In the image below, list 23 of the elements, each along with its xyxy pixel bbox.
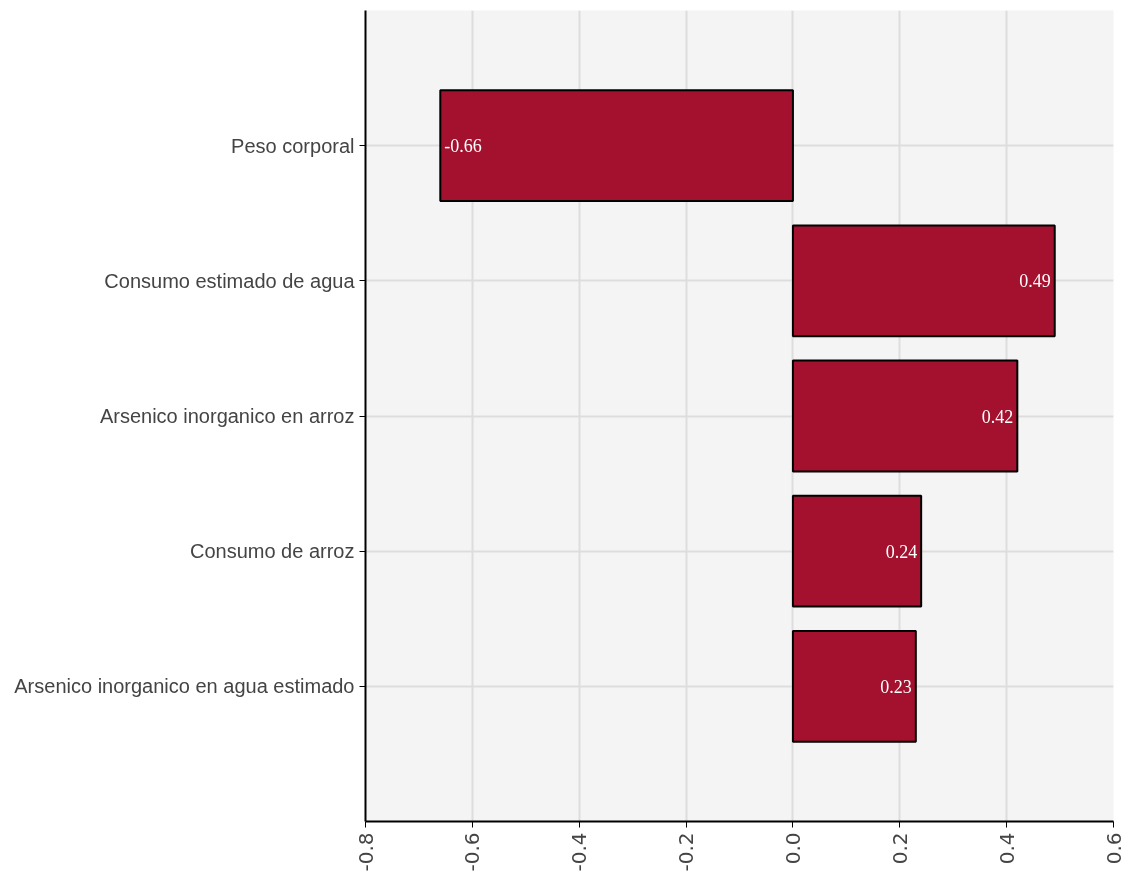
bar (791, 359, 1019, 473)
x-tick-label: -0.2 (674, 832, 699, 872)
bar (791, 224, 1056, 338)
y-tick-label: Peso corporal (231, 134, 355, 157)
x-tick-label: -0.6 (460, 832, 485, 872)
data-label: 0.23 (880, 676, 912, 697)
x-tick-label: -0.8 (353, 832, 378, 872)
data-label: 0.42 (981, 406, 1014, 427)
bar (791, 629, 917, 743)
x-tick-label: 0.6 (1101, 832, 1126, 865)
data-label: 0.49 (1019, 271, 1051, 292)
y-tick-label: Consumo de arroz (189, 540, 355, 563)
y-tick-label: Arsenico inorganico en arroz (99, 405, 355, 427)
bar (439, 89, 794, 203)
y-tick-label: Arsenico inorganico en agua estimado (14, 675, 355, 698)
x-tick-label: -0.4 (567, 832, 592, 872)
x-tick-label: 0.2 (887, 832, 912, 865)
bar (791, 494, 923, 608)
y-tick-label: Consumo estimado de agua (104, 269, 356, 292)
data-label: 0.24 (885, 541, 918, 562)
x-tick-label: 0.4 (994, 832, 1019, 865)
x-tick-label: 0.0 (780, 832, 805, 865)
data-label: -0.66 (444, 136, 482, 157)
